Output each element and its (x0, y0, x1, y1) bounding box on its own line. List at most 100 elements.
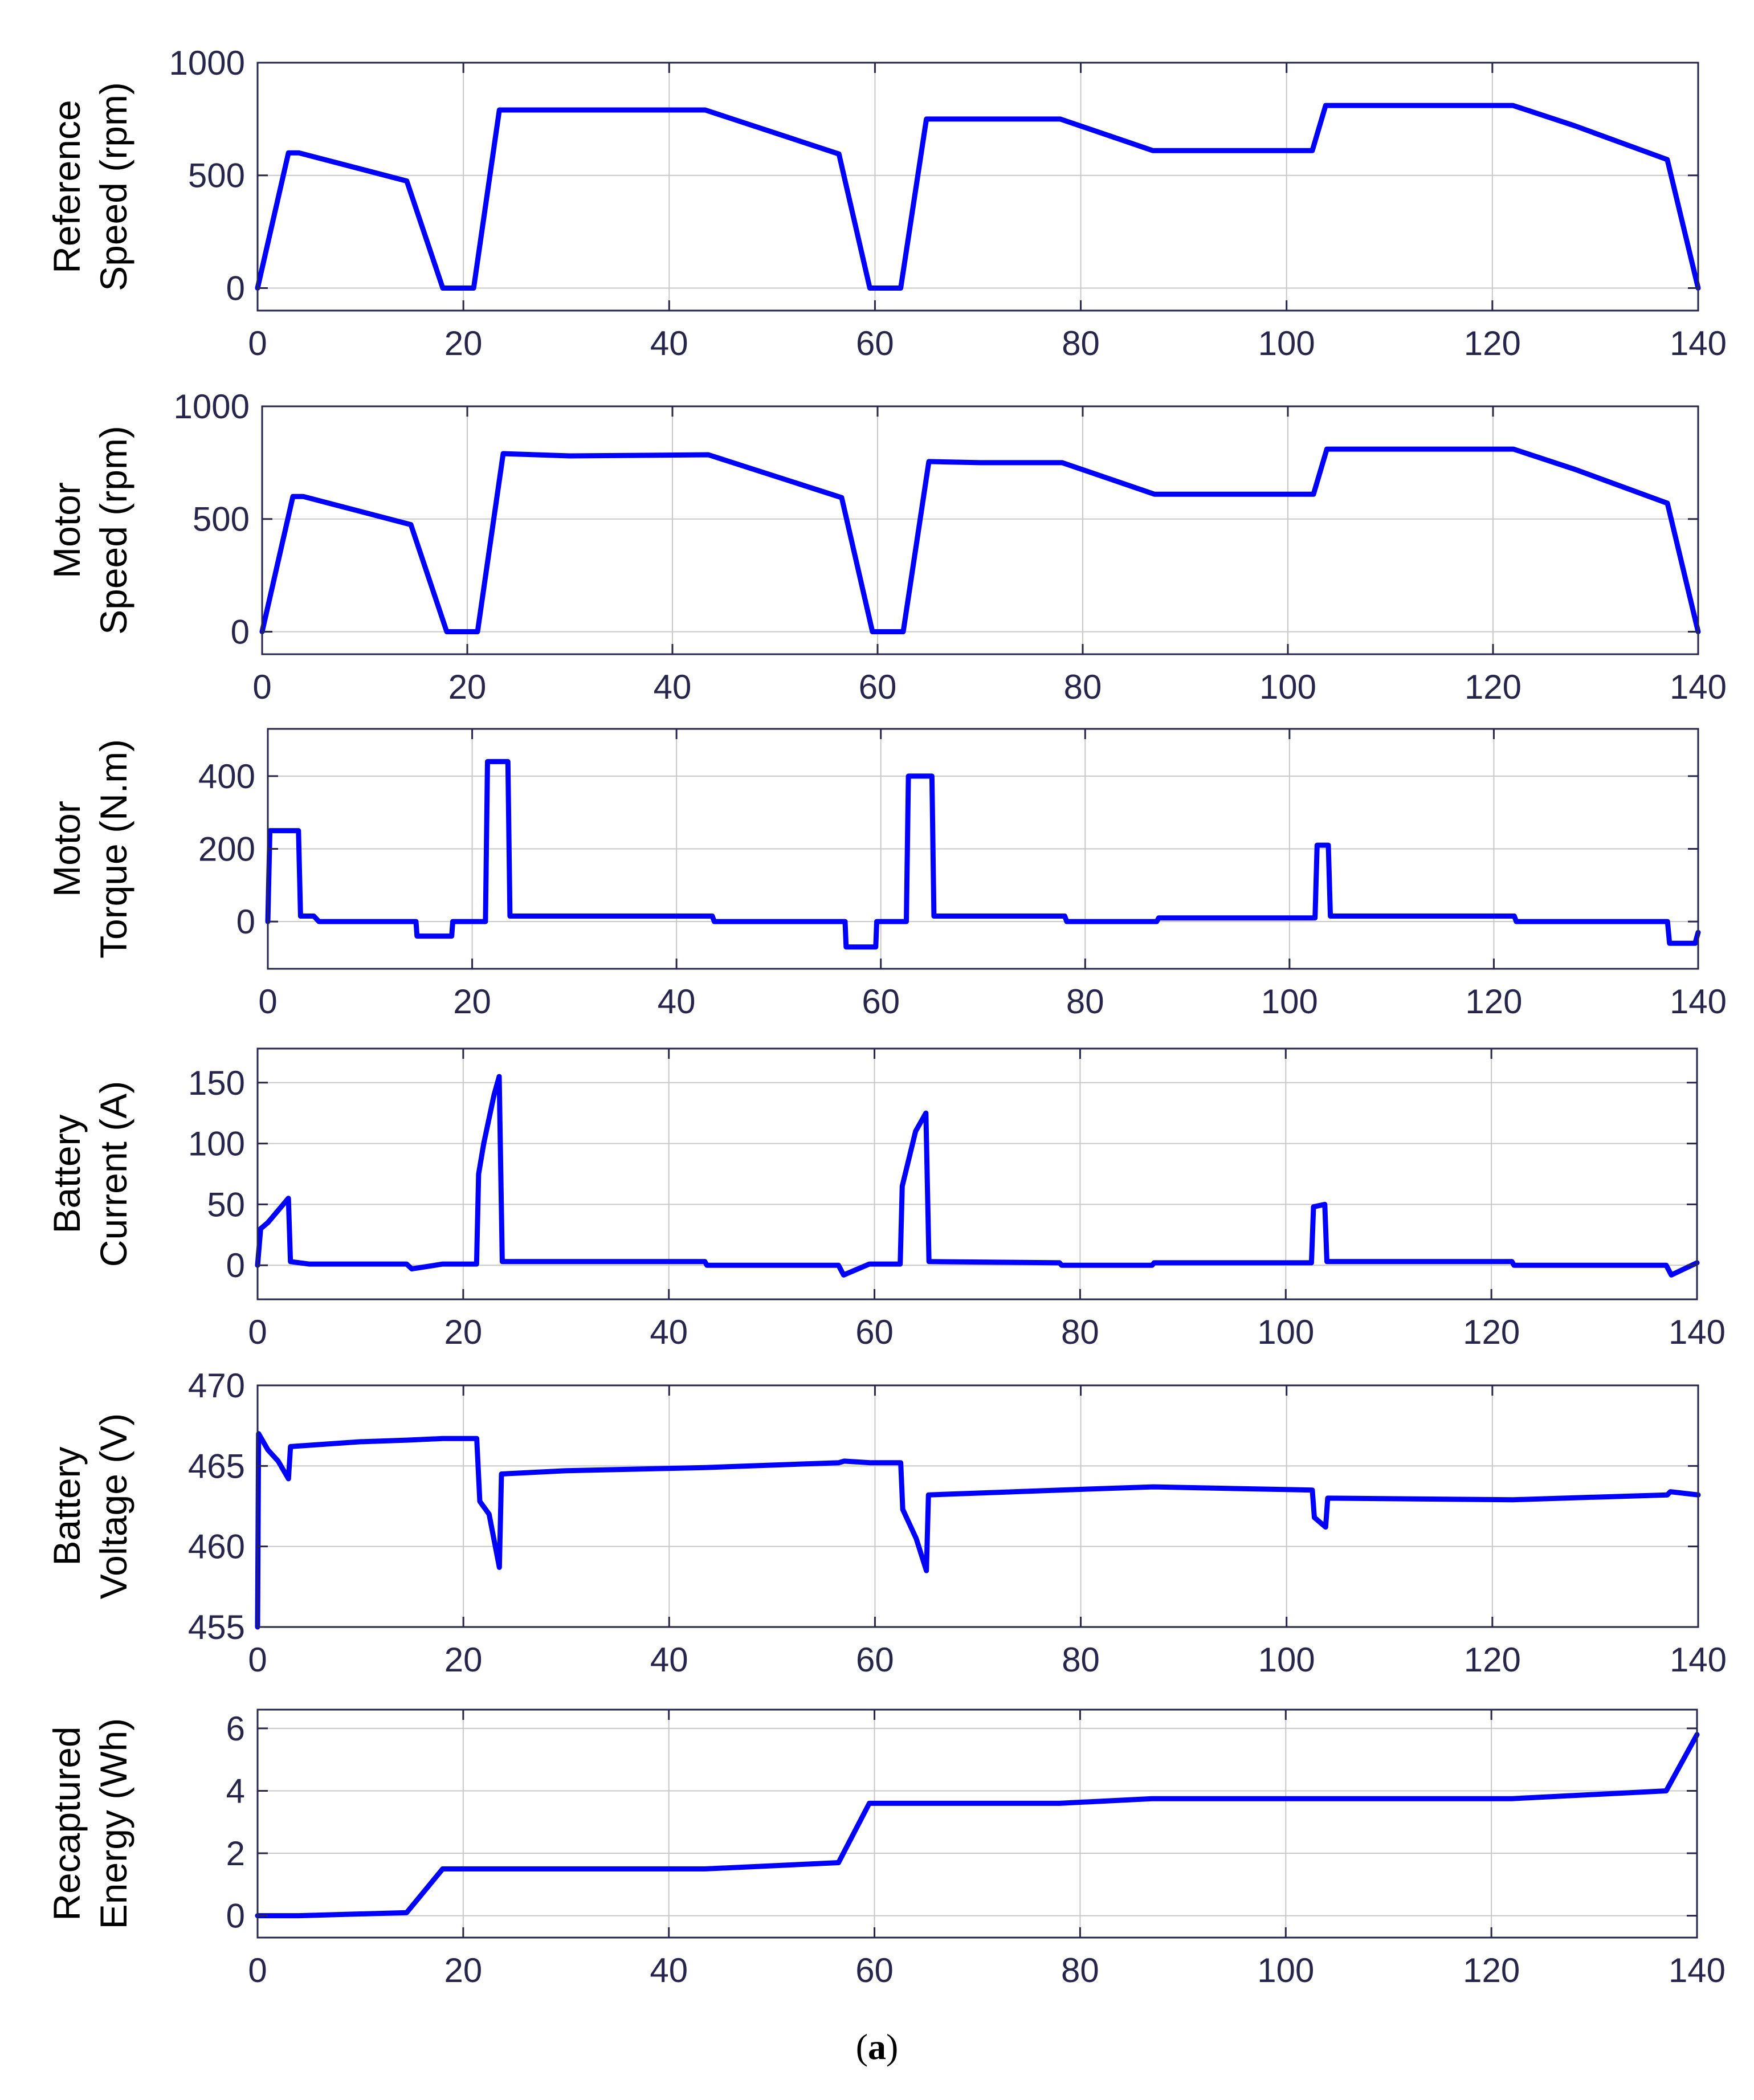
y-axis-label-line: Recaptured (46, 1726, 88, 1920)
y-axis-label-line: Battery (46, 1446, 88, 1565)
x-tick-label: 40 (650, 324, 688, 362)
x-tick-label: 100 (1259, 668, 1316, 706)
x-tick-label: 100 (1261, 982, 1318, 1021)
x-tick-label: 80 (1062, 324, 1100, 362)
y-axis-label-line: Voltage (V) (92, 1413, 134, 1600)
series-line (255, 1431, 1701, 1630)
y-tick-label: 4 (226, 1772, 245, 1810)
y-tick-label: 150 (188, 1064, 245, 1102)
x-tick-label: 60 (862, 982, 900, 1021)
y-axis-label-line: Current (A) (92, 1081, 134, 1267)
x-tick-label: 140 (1670, 1641, 1727, 1679)
x-tick-label: 0 (252, 668, 271, 706)
x-tick-label: 20 (444, 1641, 483, 1679)
panel-1: 0 20 40 60 80 100 120 140 0 500 1000 Reference Speed… (46, 44, 1727, 362)
x-tick-label: 0 (258, 982, 277, 1021)
y-tick-label: 400 (198, 757, 255, 796)
y-tick-label: 0 (226, 1897, 245, 1935)
x-tick-label: 120 (1463, 1313, 1520, 1351)
x-tick-label: 60 (855, 1951, 894, 1989)
panel-4: 0 20 40 60 80 100 120 140 0 50 100 150 Battery Curren… (46, 1047, 1726, 1351)
x-tick-label: 120 (1465, 982, 1522, 1021)
series-line (255, 1732, 1700, 1919)
x-tick-label: 60 (859, 668, 897, 706)
y-axis-label-line: Motor (46, 482, 88, 578)
y-tick-label: 1000 (169, 44, 245, 82)
y-tick-label: 0 (236, 903, 255, 941)
plot-area (258, 1710, 1697, 1938)
axes-box (256, 1047, 1698, 1300)
caption-open-paren: ( (855, 2026, 868, 2067)
x-tick-label: 20 (444, 324, 483, 362)
caption-label: a (868, 2026, 886, 2067)
y-tick-label: 100 (188, 1125, 245, 1163)
series-line (265, 759, 1701, 950)
x-tick-label: 140 (1670, 668, 1727, 706)
x-tick-label: 20 (444, 1951, 482, 1989)
y-tick-label: 6 (226, 1710, 245, 1748)
x-tick-label: 100 (1257, 1313, 1314, 1351)
x-tick-label: 20 (444, 1313, 482, 1351)
x-tick-label: 40 (650, 1641, 688, 1679)
x-tick-label: 100 (1257, 1951, 1314, 1989)
x-tick-label: 80 (1066, 982, 1104, 1021)
axes-box (256, 1384, 1699, 1628)
axes-box (261, 405, 1699, 655)
axes-box (256, 62, 1699, 312)
y-tick-label: 0 (226, 269, 245, 307)
x-tick-label: 0 (248, 1951, 267, 1989)
panel-2: 0 20 40 60 80 100 120 140 0 500 1000 Motor Speed (rp… (46, 388, 1727, 706)
x-tick-label: 100 (1258, 324, 1315, 362)
x-tick-label: 120 (1465, 668, 1522, 706)
figure-caption: (a) (0, 2026, 1754, 2068)
x-tick-label: 60 (856, 1641, 894, 1679)
x-tick-label: 0 (248, 324, 267, 362)
caption-close-paren: ) (886, 2026, 899, 2067)
x-tick-label: 140 (1669, 1313, 1726, 1351)
y-axis-label-line: Motor (46, 801, 88, 897)
y-tick-label: 500 (193, 500, 250, 539)
x-tick-label: 40 (658, 982, 696, 1021)
x-tick-label: 40 (654, 668, 692, 706)
x-tick-label: 20 (453, 982, 491, 1021)
x-tick-label: 120 (1464, 324, 1521, 362)
y-tick-label: 500 (188, 157, 245, 195)
y-axis-label-line: Reference (46, 100, 88, 274)
y-axis-label-line: Energy (Wh) (92, 1718, 134, 1929)
y-tick-label: 0 (231, 613, 250, 651)
y-tick-label: 50 (207, 1185, 245, 1224)
y-tick-label: 455 (188, 1608, 245, 1646)
x-tick-label: 140 (1670, 324, 1727, 362)
x-tick-label: 120 (1464, 1641, 1521, 1679)
x-tick-label: 80 (1061, 1313, 1099, 1351)
y-tick-label: 0 (226, 1246, 245, 1285)
y-tick-label: 460 (188, 1528, 245, 1566)
y-tick-label: 470 (188, 1367, 245, 1405)
x-tick-label: 40 (650, 1313, 688, 1351)
x-tick-label: 80 (1061, 1951, 1099, 1989)
x-tick-label: 140 (1670, 982, 1727, 1021)
x-tick-label: 120 (1463, 1951, 1520, 1989)
y-axis-label-line: Speed (rpm) (92, 82, 134, 291)
x-tick-label: 60 (856, 324, 894, 362)
y-tick-label: 465 (188, 1447, 245, 1485)
x-tick-label: 20 (448, 668, 487, 706)
x-tick-label: 0 (248, 1313, 267, 1351)
panel-3: 0 20 40 60 80 100 120 140 0 200 400 Motor Torque (N.… (46, 728, 1727, 1021)
x-tick-label: 100 (1258, 1641, 1315, 1679)
series-line (255, 1074, 1700, 1278)
series-line (259, 446, 1701, 634)
panel-5: 0 20 40 60 80 100 120 140 455 460 465 470 Battery Vol… (46, 1367, 1727, 1679)
axes-box (256, 1708, 1698, 1939)
y-axis-label-line: Speed (rpm) (92, 426, 134, 635)
x-tick-label: 80 (1062, 1641, 1100, 1679)
y-tick-label: 1000 (174, 388, 250, 426)
y-axis-label-line: Torque (N.m) (92, 739, 134, 959)
y-tick-label: 2 (226, 1834, 245, 1873)
series-line (255, 103, 1701, 291)
plot-area (258, 1385, 1698, 1627)
y-axis-label-line: Battery (46, 1114, 88, 1233)
panel-6: 0 20 40 60 80 100 120 140 0 2 4 6 Recaptured Energy (… (46, 1708, 1726, 1989)
x-tick-label: 80 (1064, 668, 1102, 706)
x-tick-label: 60 (855, 1313, 894, 1351)
